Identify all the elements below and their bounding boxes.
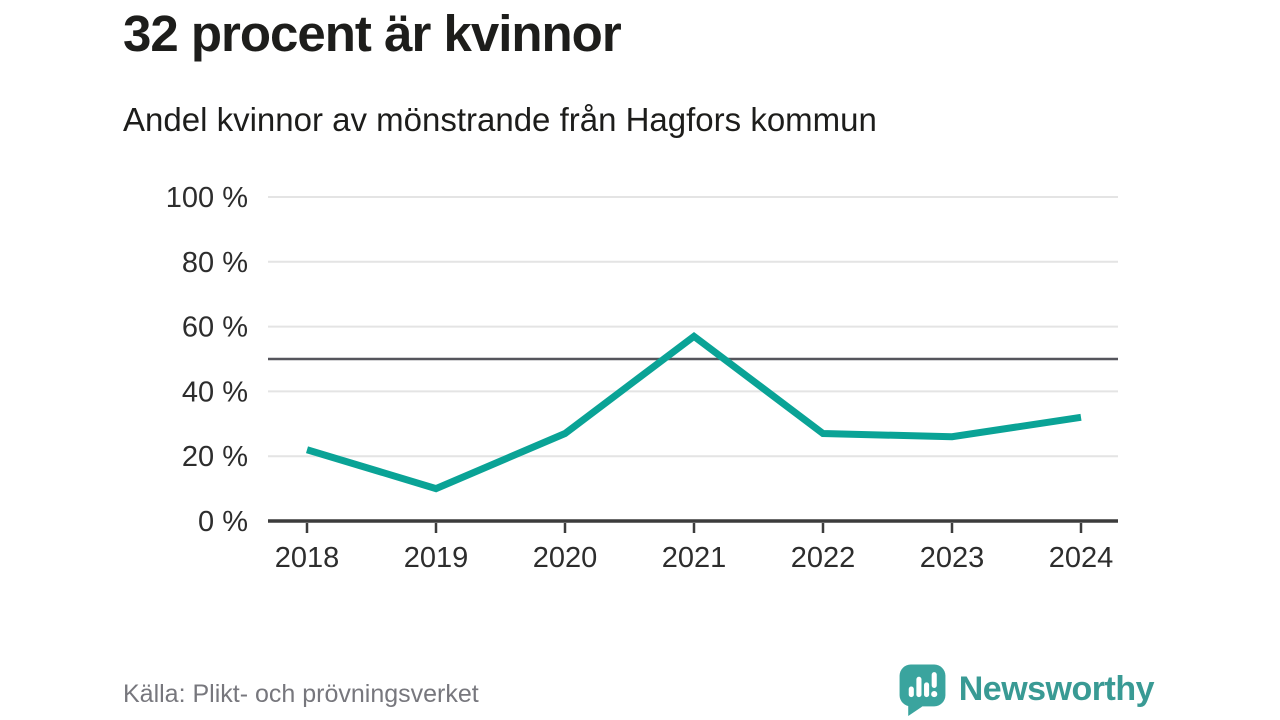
newsworthy-bubble-icon <box>899 664 946 716</box>
x-tick-label: 2019 <box>404 542 469 574</box>
y-tick-label: 0 % <box>198 506 248 538</box>
y-tick-label: 20 % <box>182 441 248 473</box>
y-gridlines <box>268 196 1118 458</box>
y-tick-label: 80 % <box>182 247 248 279</box>
x-tick-label: 2020 <box>533 542 598 574</box>
y-tick-label: 100 % <box>166 182 248 214</box>
newsworthy-logo: Newsworthy <box>898 663 1155 716</box>
x-tick-label: 2024 <box>1049 542 1114 574</box>
x-ticks <box>305 523 1083 533</box>
footer: Källa: Plikt- och prövningsverket Newswo… <box>123 660 1155 718</box>
y-tick-labels: 0 % 20 % 40 % 60 % 80 % 100 % <box>166 182 248 538</box>
bar-chart-glyph <box>908 671 938 697</box>
newsworthy-wordmark: Newsworthy <box>958 669 1155 708</box>
x-tick-label: 2018 <box>275 542 340 574</box>
chart-subtitle: Andel kvinnor av mönstrande från Hagfors… <box>123 101 877 138</box>
y-tick-label: 40 % <box>182 376 248 408</box>
x-tick-label: 2023 <box>920 542 985 574</box>
x-tick-labels: 2018 2019 2020 2021 2022 2023 2024 <box>275 542 1114 574</box>
x-tick-label: 2021 <box>662 542 727 574</box>
speech-bubble-shape <box>899 664 946 716</box>
y-tick-label: 60 % <box>182 312 248 344</box>
x-tick-label: 2022 <box>791 542 856 574</box>
chart-title: 32 procent är kvinnor <box>123 5 622 62</box>
series-line <box>305 331 1082 493</box>
source-caption: Källa: Plikt- och prövningsverket <box>123 679 479 708</box>
